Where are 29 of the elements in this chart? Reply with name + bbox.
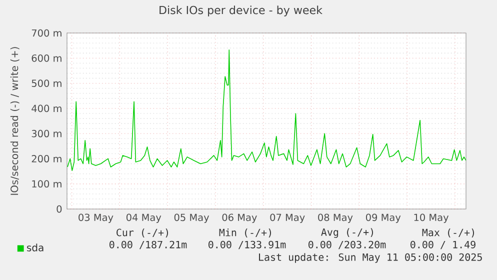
text: Min (-/+) bbox=[219, 228, 271, 238]
y-tick-label: 700 m bbox=[32, 29, 62, 37]
line-series bbox=[67, 49, 466, 171]
x-tick-label: 09 May bbox=[366, 214, 401, 223]
y-tick-label: 400 m bbox=[32, 104, 62, 112]
legend-label: sda bbox=[27, 244, 44, 252]
text: Cur (-/+) bbox=[116, 228, 168, 238]
text: 0.00 / 1.49 bbox=[410, 240, 476, 250]
x-tick-label: 07 May bbox=[270, 214, 305, 223]
y-tick-label: 200 m bbox=[32, 155, 62, 162]
text: Last update: Sun May 11 05:00:00 2025 bbox=[259, 253, 482, 263]
x-tick-label: 05 May bbox=[174, 214, 210, 223]
y-axis-title: IOs/second read (-) / write (+) bbox=[10, 47, 20, 195]
x-tick-label: 04 May bbox=[126, 214, 162, 223]
y-tick-label: 500 m bbox=[32, 80, 62, 87]
text: Max (-/+) bbox=[422, 228, 474, 238]
x-tick-label: 08 May bbox=[318, 214, 353, 223]
x-tick-label: 03 May bbox=[78, 214, 114, 223]
y-tick-label: 0 bbox=[56, 205, 62, 213]
x-tick-label: 10 May bbox=[414, 214, 449, 223]
y-tick-label: 300 m bbox=[32, 130, 62, 138]
chart-title: Disk IOs per device - by week bbox=[160, 6, 322, 16]
y-tick-label: 100 m bbox=[32, 180, 62, 188]
text: 0.00 /187.21m bbox=[110, 240, 187, 250]
text: 0.00 /133.91m bbox=[208, 240, 286, 250]
x-tick-label: 06 May bbox=[222, 214, 257, 223]
text: 0.00 /203.20m bbox=[308, 240, 386, 250]
text: Avg (-/+) bbox=[321, 228, 373, 238]
y-tick-label: 600 m bbox=[32, 54, 62, 62]
